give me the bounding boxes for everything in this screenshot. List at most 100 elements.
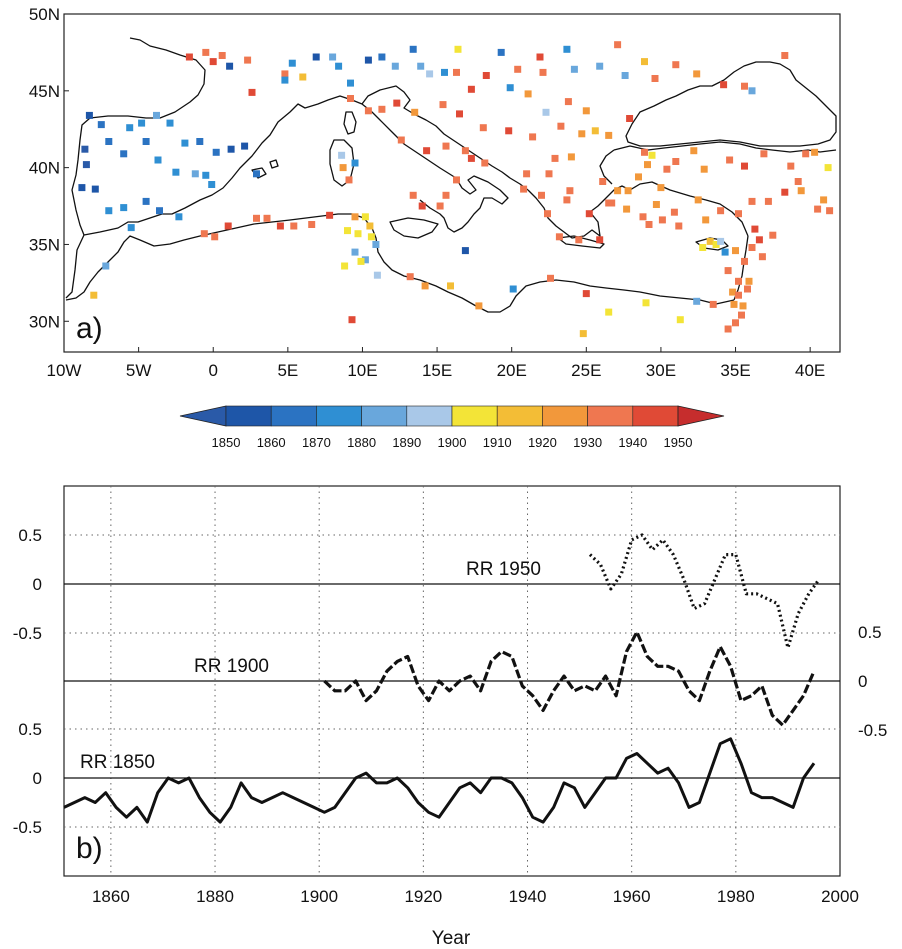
station-marker xyxy=(605,308,613,316)
x-tick-label: 1920 xyxy=(404,887,442,906)
station-marker xyxy=(690,147,698,155)
timeseries-lines xyxy=(63,533,821,824)
station-marker xyxy=(672,61,680,69)
station-marker xyxy=(566,187,574,195)
colorbar-tick-label: 1870 xyxy=(302,435,331,450)
station-marker xyxy=(442,142,450,150)
station-marker xyxy=(90,291,98,299)
station-marker xyxy=(339,164,347,172)
station-marker xyxy=(439,101,447,109)
station-marker xyxy=(539,68,547,76)
map-x-tick-label: 0 xyxy=(208,361,217,380)
station-marker xyxy=(154,156,162,164)
station-marker xyxy=(675,222,683,230)
station-marker xyxy=(605,131,613,139)
map-panel: 10W 5W 0 5E 10E 15E 20E 25E 30E 35E 40E 30N 35N 40N 45… xyxy=(29,5,841,380)
station-marker xyxy=(626,115,634,122)
station-marker xyxy=(585,210,593,218)
station-marker xyxy=(166,119,174,127)
colorbar-tick-label: 1880 xyxy=(347,435,376,450)
station-marker xyxy=(644,161,651,169)
station-marker xyxy=(693,70,701,78)
station-marker xyxy=(582,107,590,115)
x-axis-title: Year xyxy=(432,928,471,949)
station-marker xyxy=(524,90,532,98)
x-tick-label: 1940 xyxy=(509,887,547,906)
station-marker xyxy=(545,170,553,178)
station-marker xyxy=(639,213,647,221)
station-marker xyxy=(582,290,590,298)
station-marker xyxy=(555,233,563,241)
colorbar-segment xyxy=(542,405,588,427)
station-marker xyxy=(760,150,768,158)
station-marker xyxy=(127,224,135,232)
station-marker xyxy=(709,300,717,308)
colorbar-min-extension xyxy=(179,405,227,427)
station-marker xyxy=(290,222,298,230)
station-marker xyxy=(717,237,725,245)
colorbar-tick-label: 1860 xyxy=(257,435,286,450)
coastline-levant xyxy=(733,235,749,301)
station-marker xyxy=(409,191,417,199)
station-marker xyxy=(288,59,296,67)
map-y-tick-label: 35N xyxy=(29,235,60,254)
station-marker xyxy=(418,202,426,210)
station-marker xyxy=(614,187,622,195)
series-label-rr1850: RR 1850 xyxy=(80,752,155,773)
station-marker xyxy=(729,288,737,296)
map-x-tick-label: 10W xyxy=(47,361,82,380)
station-marker xyxy=(172,168,180,176)
station-marker xyxy=(441,68,448,76)
map-y-tick-label: 45N xyxy=(29,82,60,101)
map-axes: 10W 5W 0 5E 10E 15E 20E 25E 30E 35E 40E 30N 35N 40N 45… xyxy=(29,5,825,380)
map-x-tick-label: 20E xyxy=(497,361,527,380)
y-tick-label-left: -0.5 xyxy=(13,624,42,643)
station-marker xyxy=(741,257,748,265)
island-corsica xyxy=(343,111,357,135)
station-marker xyxy=(263,214,271,222)
x-tick-label: 1980 xyxy=(717,887,755,906)
station-marker xyxy=(652,201,660,208)
map-x-tick-label: 25E xyxy=(571,361,601,380)
coastline-turkey-west xyxy=(599,149,615,185)
station-marker xyxy=(693,297,701,305)
map-frame xyxy=(63,13,841,353)
station-marker xyxy=(820,196,828,204)
station-marker xyxy=(764,197,772,205)
x-tick-label: 1860 xyxy=(92,887,130,906)
y-tick-label-left: 0.5 xyxy=(18,720,42,739)
colorbar-tick-label: 1910 xyxy=(483,435,512,450)
station-marker xyxy=(781,52,789,59)
y-tick-label-left: -0.5 xyxy=(13,818,42,837)
station-marker xyxy=(102,262,110,270)
coastline-iberia-france xyxy=(65,95,363,299)
map-x-tick-label: 40E xyxy=(795,361,825,380)
station-marker xyxy=(341,262,349,270)
station-marker xyxy=(699,244,707,251)
station-marker xyxy=(826,207,834,215)
station-marker xyxy=(345,176,353,184)
station-marker xyxy=(367,233,375,241)
station-marker xyxy=(453,176,460,184)
station-marker xyxy=(211,233,219,241)
station-marker xyxy=(557,122,565,130)
station-marker xyxy=(621,72,629,79)
colorbar-segment xyxy=(496,405,543,427)
map-x-tick-label: 30E xyxy=(646,361,676,380)
station-marker xyxy=(226,62,234,70)
series-label-rr1950: RR 1950 xyxy=(466,559,541,580)
station-marker xyxy=(202,171,210,179)
station-marker xyxy=(564,98,572,106)
map-y-tick-label: 30N xyxy=(29,312,60,331)
station-marker xyxy=(676,316,684,324)
station-marker xyxy=(409,45,417,53)
station-marker xyxy=(624,187,632,195)
station-marker xyxy=(218,52,226,59)
colorbar-segment xyxy=(587,405,634,427)
station-marker xyxy=(608,199,616,207)
station-marker xyxy=(312,53,320,61)
station-marker xyxy=(658,216,666,224)
station-marker xyxy=(579,330,587,338)
station-marker xyxy=(105,138,113,145)
colorbar-tick-label: 1890 xyxy=(392,435,421,450)
